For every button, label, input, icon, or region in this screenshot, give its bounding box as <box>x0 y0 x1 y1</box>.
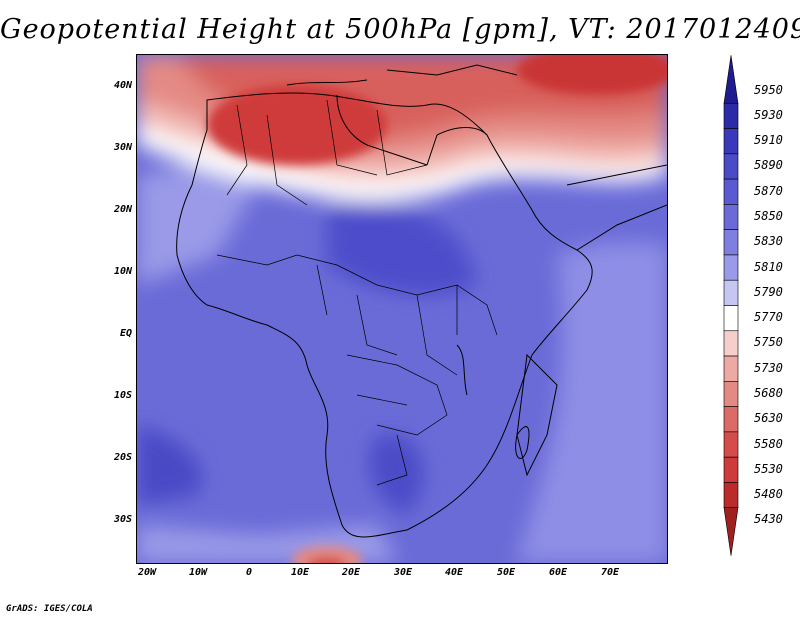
lat-label: 20S <box>113 452 132 463</box>
colorbar-swatch <box>723 128 739 155</box>
colorbar-swatch <box>723 381 739 407</box>
colorbar-swatch <box>723 102 739 129</box>
lon-label: 40E <box>444 567 464 578</box>
lat-label: 10S <box>113 390 132 401</box>
colorbar-swatch <box>723 254 739 281</box>
colorbar-label: 5850 <box>754 209 783 224</box>
colorbar-swatch <box>723 431 739 458</box>
colorbar-swatch <box>723 482 739 509</box>
colorbar-swatch <box>723 330 739 357</box>
lon-label: 10W <box>188 567 208 578</box>
colorbar-swatch <box>723 279 739 306</box>
colorbar-label: 5580 <box>754 436 783 451</box>
colorbar-swatch <box>723 178 739 205</box>
colorbar-label: 5790 <box>754 284 783 299</box>
lon-label: 60E <box>548 567 568 578</box>
lon-label: 10E <box>290 567 310 578</box>
colorbar-label: 5630 <box>754 411 783 426</box>
colorbar-label: 5680 <box>754 385 783 400</box>
lat-label: 30S <box>113 514 132 525</box>
colorbar-label: 5730 <box>754 360 783 375</box>
lon-label: 0 <box>245 567 253 578</box>
colorbar-label: 5430 <box>754 512 783 527</box>
colorbar-swatch <box>723 355 739 382</box>
lon-label: 30E <box>393 567 413 578</box>
colorbar-label: 5890 <box>754 158 783 173</box>
colorbar-swatch <box>723 305 739 332</box>
colorbar-label: 5810 <box>754 259 783 274</box>
colorbar-swatch <box>723 153 739 180</box>
colorbar-label: 5950 <box>754 82 783 97</box>
lon-label: 70E <box>600 567 620 578</box>
madagascar <box>515 426 530 459</box>
colorbar-label: 5480 <box>754 487 783 502</box>
map-plot-area <box>136 54 668 564</box>
lon-label: 50E <box>496 567 516 578</box>
colorbar-label: 5750 <box>754 335 783 350</box>
lon-label: 20E <box>341 567 361 578</box>
colorbar-swatch <box>723 55 739 104</box>
colorbar-label: 5770 <box>754 310 783 325</box>
colorbar-swatch <box>723 507 739 556</box>
lat-label: 20N <box>113 204 132 215</box>
colorbar-label: 5870 <box>754 183 783 198</box>
colorbar-label: 5830 <box>754 234 783 249</box>
colorbar-label: 5930 <box>754 107 783 122</box>
colorbar-swatch <box>723 229 739 256</box>
grads-credit: GrADS: IGES/COLA <box>6 604 93 614</box>
colorbar-label: 5530 <box>754 461 783 476</box>
map-title: Geopotential Height at 500hPa [gpm], VT:… <box>0 14 800 45</box>
lon-label: 20W <box>137 567 157 578</box>
colorbar-swatch <box>723 406 739 433</box>
lat-label: 30N <box>113 142 132 153</box>
colorbar-swatch <box>723 204 739 230</box>
colorbar-swatch <box>723 456 739 483</box>
coastlines <box>176 64 667 538</box>
lat-label: 40N <box>113 80 132 91</box>
lat-label: 10N <box>113 266 132 277</box>
country-borders <box>216 99 498 486</box>
colorbar-label: 5910 <box>754 133 783 148</box>
geopotential-field <box>137 55 667 563</box>
lat-label: EQ <box>119 328 132 339</box>
